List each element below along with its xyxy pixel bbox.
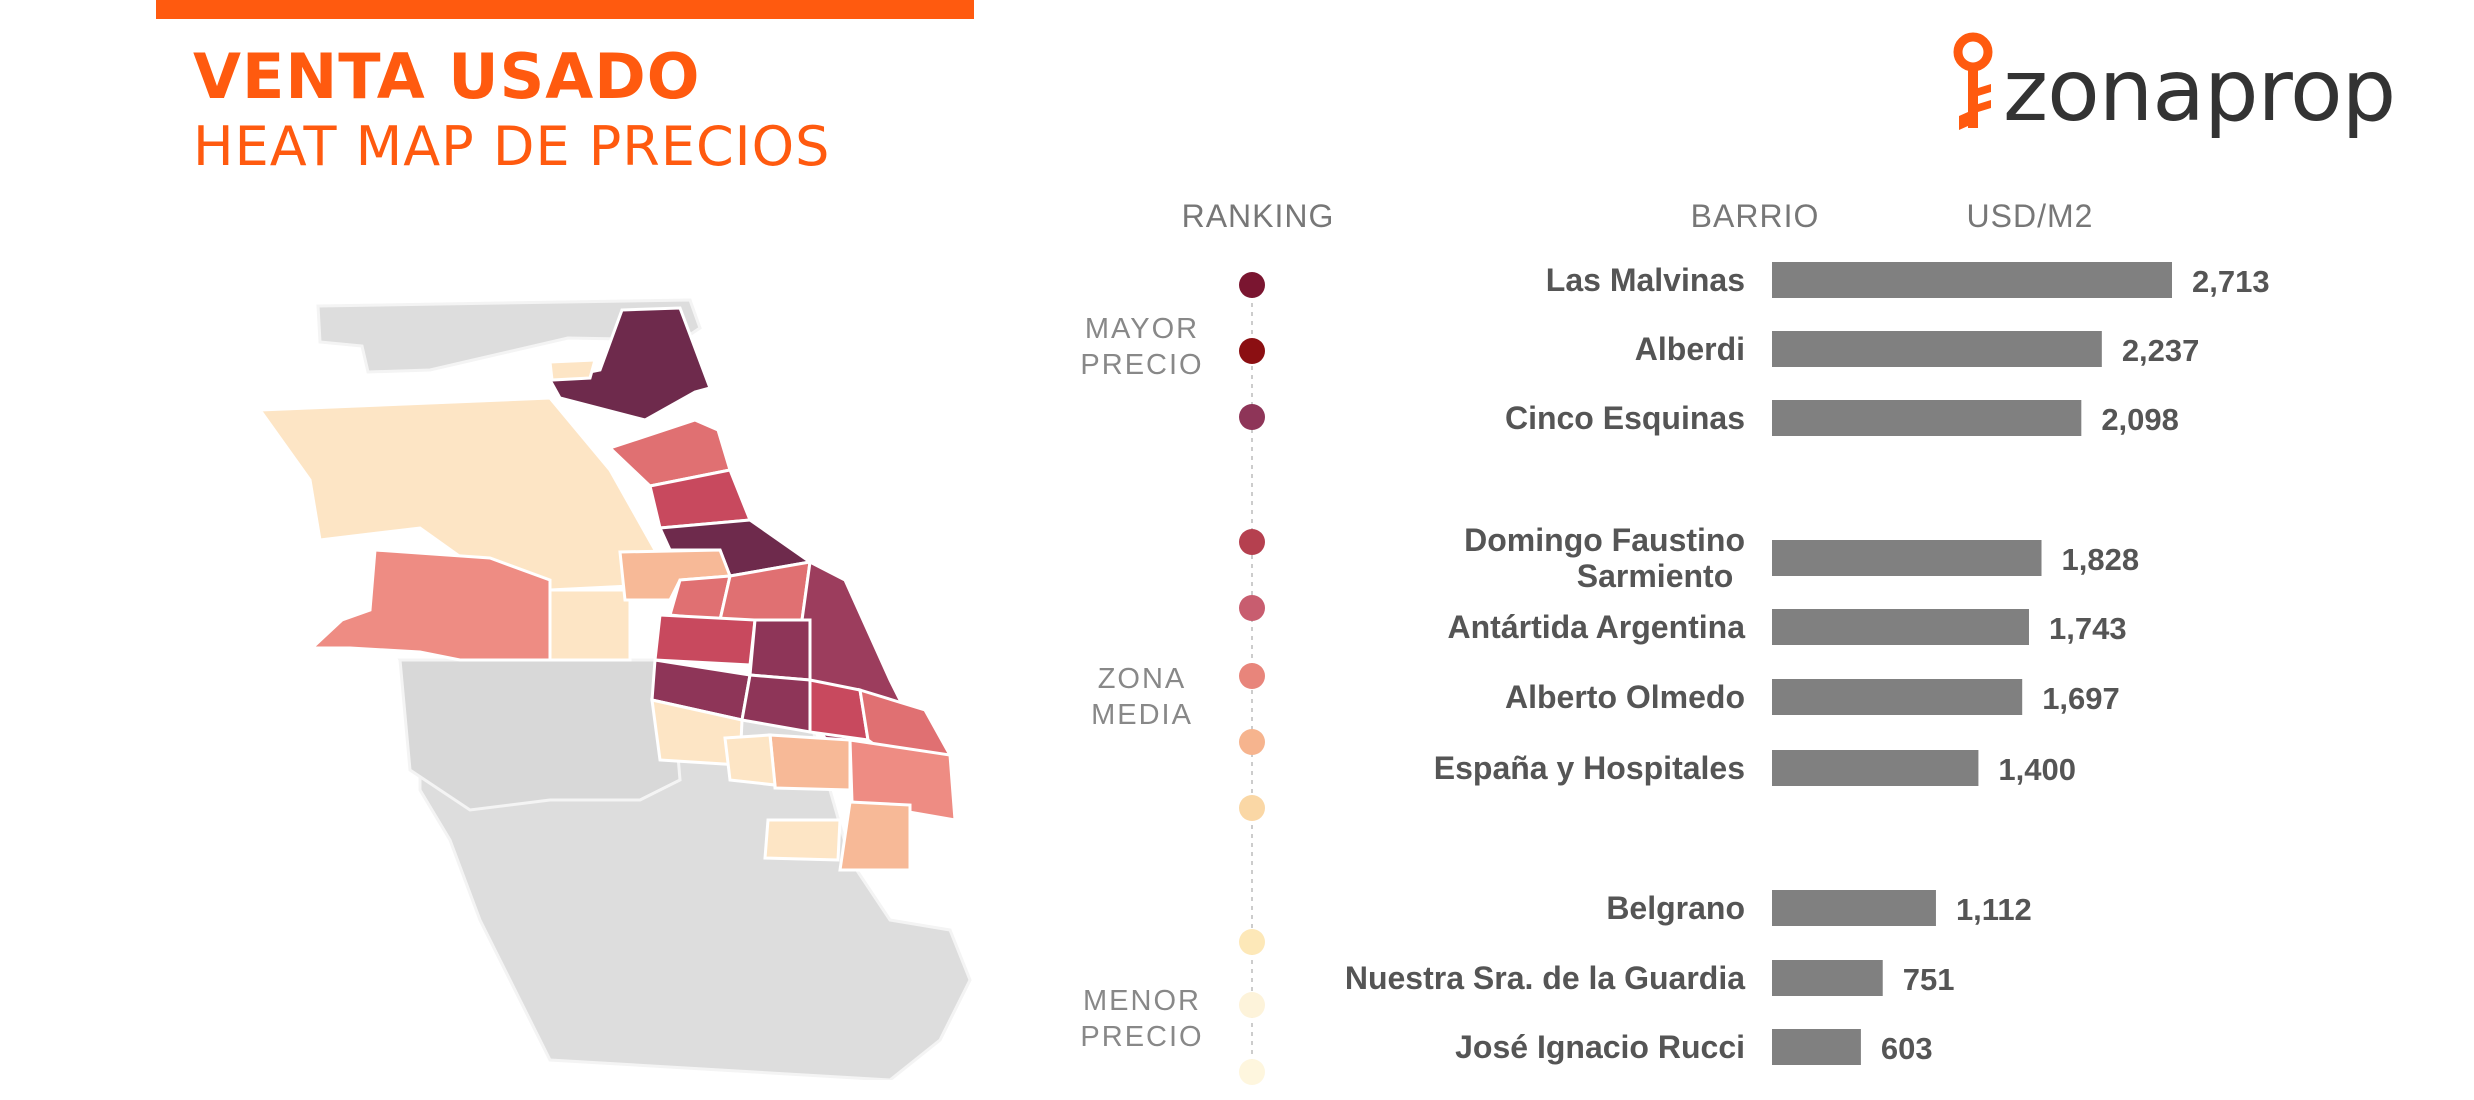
ranking-dot bbox=[1239, 663, 1265, 689]
ranking-dot bbox=[1239, 529, 1265, 555]
zone-label: PRECIO bbox=[1080, 1021, 1203, 1053]
category-label: Antártida Argentina bbox=[1448, 609, 1746, 645]
ranking-dot bbox=[1239, 795, 1265, 821]
category-label: Cinco Esquinas bbox=[1505, 400, 1745, 436]
rosario-heat-map bbox=[257, 298, 972, 1080]
header-barrio: BARRIO bbox=[1691, 198, 1820, 234]
bar bbox=[1772, 750, 1979, 786]
map-base-north bbox=[316, 298, 702, 374]
category-label: Domingo Faustino bbox=[1464, 522, 1745, 558]
value-label: 1,828 bbox=[2062, 542, 2140, 577]
value-label: 1,400 bbox=[1998, 752, 2076, 787]
value-label: 2,098 bbox=[2101, 402, 2179, 437]
category-label: José Ignacio Rucci bbox=[1455, 1029, 1745, 1065]
map-district-west-salmon bbox=[308, 548, 552, 662]
zone-label: MENOR bbox=[1083, 985, 1201, 1017]
map-district-north-small bbox=[548, 358, 597, 382]
bar bbox=[1772, 960, 1883, 996]
ranking-dot bbox=[1239, 1059, 1265, 1085]
map-district-peach-south-2 bbox=[838, 800, 912, 872]
bar bbox=[1772, 609, 2029, 645]
category-label: Alberto Olmedo bbox=[1505, 679, 1745, 715]
value-label: 1,697 bbox=[2042, 681, 2120, 716]
bar bbox=[1772, 890, 1936, 926]
value-label: 2,713 bbox=[2192, 264, 2270, 299]
zone-label: MEDIA bbox=[1091, 699, 1193, 731]
value-label: 1,743 bbox=[2049, 611, 2127, 646]
key-icon bbox=[1953, 32, 1993, 130]
ranking-dot bbox=[1239, 929, 1265, 955]
bar bbox=[1772, 679, 2023, 715]
value-label: 1,112 bbox=[1956, 892, 2032, 927]
bar bbox=[1772, 400, 2082, 436]
map-district-rose-1 bbox=[607, 418, 732, 488]
ranking-dot bbox=[1239, 338, 1265, 364]
zone-label: MAYOR bbox=[1085, 313, 1199, 345]
bar bbox=[1772, 262, 2172, 298]
category-label: Alberdi bbox=[1635, 331, 1745, 367]
category-label: Sarmiento bbox=[1577, 558, 1733, 594]
category-label: Nuestra Sra. de la Guardia bbox=[1345, 960, 1745, 996]
value-label: 603 bbox=[1881, 1031, 1933, 1066]
header-value: USD/M2 bbox=[1967, 198, 2094, 234]
category-label: España y Hospitales bbox=[1434, 750, 1745, 786]
value-label: 751 bbox=[1903, 962, 1955, 997]
map-district-pale-south-2 bbox=[723, 733, 777, 787]
bar bbox=[1772, 331, 2102, 367]
value-label: 2,237 bbox=[2122, 333, 2200, 368]
category-label: Belgrano bbox=[1606, 890, 1745, 926]
ranking-dot bbox=[1239, 729, 1265, 755]
map-district-pale-south-3 bbox=[763, 818, 842, 862]
page-subtitle: HEAT MAP DE PRECIOS bbox=[193, 115, 831, 178]
logo-wordmark: zonaprop bbox=[2003, 41, 2396, 141]
zone-label: ZONA bbox=[1098, 663, 1187, 695]
bar bbox=[1772, 540, 2042, 576]
zonaprop-logo: zonaprop bbox=[1945, 30, 2415, 140]
ranking-dot bbox=[1239, 595, 1265, 621]
category-label: Las Malvinas bbox=[1546, 262, 1745, 298]
map-district-salmon-south bbox=[848, 738, 957, 822]
bar bbox=[1772, 1029, 1861, 1065]
page-title: VENTA USADO bbox=[193, 40, 701, 113]
ranking-dot bbox=[1239, 404, 1265, 430]
ranking-dot bbox=[1239, 992, 1265, 1018]
ranking-dot bbox=[1239, 272, 1265, 298]
top-accent-bar bbox=[156, 0, 974, 19]
zone-label: PRECIO bbox=[1080, 349, 1203, 381]
header-ranking: RANKING bbox=[1182, 198, 1335, 234]
